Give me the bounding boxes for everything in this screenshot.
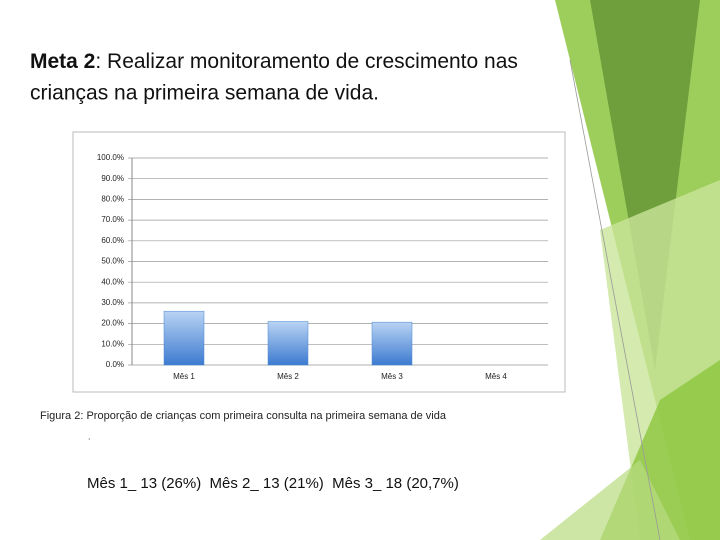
decoration [540, 0, 720, 540]
y-tick-label: 30.0% [101, 298, 124, 307]
y-tick-label: 40.0% [101, 277, 124, 286]
y-tick-label: 0.0% [106, 360, 124, 369]
y-tick-label: 50.0% [101, 257, 124, 266]
y-tick-label: 10.0% [101, 339, 124, 348]
x-tick-label: Mês 1 [173, 372, 195, 381]
x-tick-label: Mês 4 [485, 372, 507, 381]
bar [267, 321, 309, 366]
note: . [88, 431, 91, 441]
x-tick-label: Mês 2 [277, 372, 299, 381]
x-tick-label: Mês 3 [381, 372, 403, 381]
bar [371, 321, 413, 366]
title-lead: Meta 2 [30, 50, 95, 73]
chart: 0.0% 10.0% 20.0% 30.0% 40.0% 50.0% 60.0% 70.0% 8… [97, 153, 548, 381]
summary: Mês 1_ 13 (26%) Mês 2_ 13 (21%) Mês 3_ 1… [87, 475, 459, 492]
y-tick-label: 90.0% [101, 174, 124, 183]
y-tick-label: 60.0% [101, 236, 124, 245]
slide-title-line2: crianças na primeira semana de vida. [30, 82, 379, 105]
caption: Figura 2: Proporção de crianças com prim… [40, 410, 447, 422]
bar [163, 310, 205, 366]
y-tick-label: 80.0% [101, 195, 124, 204]
y-tick-label: 70.0% [101, 215, 124, 224]
chart-frame [72, 131, 566, 393]
slide-title: Meta 2: Realizar monitoramento de cresci… [30, 50, 518, 73]
title-text: : Realizar monitoramento de crescimento … [95, 50, 518, 73]
y-tick-label: 20.0% [101, 319, 124, 328]
y-tick-label: 100.0% [97, 153, 124, 162]
